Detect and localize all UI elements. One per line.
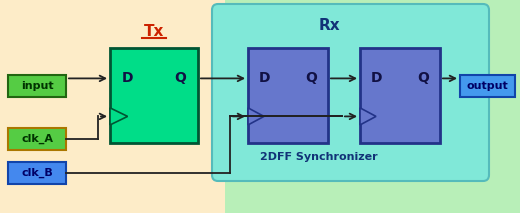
Text: clk_A: clk_A — [21, 134, 53, 144]
Text: output: output — [466, 81, 509, 91]
Text: Q: Q — [418, 71, 430, 85]
Bar — [8, 75, 66, 97]
Bar — [360, 48, 440, 143]
FancyBboxPatch shape — [212, 4, 489, 181]
Text: Rx: Rx — [318, 19, 340, 33]
Bar — [8, 162, 66, 184]
Text: 2DFF Synchronizer: 2DFF Synchronizer — [260, 152, 378, 162]
Text: Q: Q — [306, 71, 318, 85]
Bar — [8, 128, 66, 150]
Polygon shape — [110, 108, 127, 125]
Bar — [110, 48, 198, 143]
Polygon shape — [360, 108, 376, 125]
Text: Q: Q — [175, 71, 187, 85]
Polygon shape — [248, 108, 264, 125]
Text: D: D — [370, 71, 382, 85]
Text: D: D — [122, 71, 133, 85]
Bar — [248, 48, 328, 143]
Text: clk_B: clk_B — [21, 168, 53, 178]
Bar — [0, 0, 225, 213]
Bar — [460, 75, 515, 97]
Text: Tx: Tx — [144, 24, 164, 39]
Text: input: input — [21, 81, 54, 91]
Text: D: D — [258, 71, 270, 85]
